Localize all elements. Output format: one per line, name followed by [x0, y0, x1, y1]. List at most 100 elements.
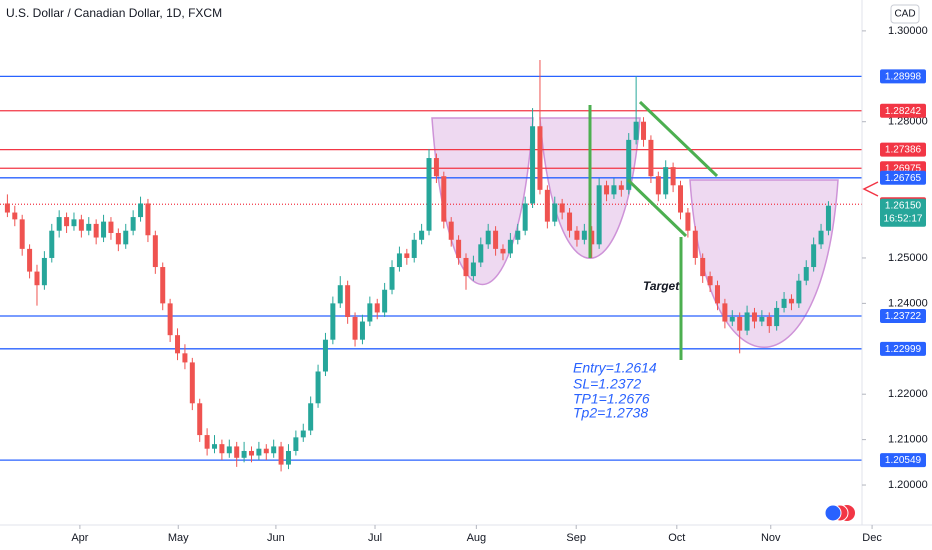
annotation: TP1=1.2676 [573, 391, 650, 407]
candle-body [596, 185, 602, 245]
annotation: Entry=1.2614 [573, 360, 657, 376]
candle-body [581, 230, 587, 240]
candle-body [145, 203, 151, 236]
level-label: 1.22999 [885, 344, 922, 355]
y-tick-label: 1.30000 [888, 25, 928, 37]
candle-body [108, 221, 114, 233]
candle-body [175, 335, 181, 354]
level-label: 1.23722 [885, 311, 922, 322]
candle-body [818, 230, 824, 245]
candle-body [796, 280, 802, 304]
candle-body [788, 298, 794, 304]
logo [824, 504, 855, 522]
candle-body [12, 212, 18, 220]
candle-body [300, 430, 306, 438]
candle-body [359, 321, 365, 340]
levels [0, 75, 862, 461]
candle-body [322, 339, 328, 372]
level-label-box [880, 453, 926, 468]
candle-body [544, 189, 550, 222]
candle-body [241, 450, 247, 458]
x-tick-label: Dec [862, 532, 882, 544]
candle-body [692, 230, 698, 258]
candle-body [626, 139, 632, 190]
candle-body [670, 167, 676, 186]
candle-body [803, 267, 809, 281]
level-label: 1.26975 [885, 163, 922, 174]
x-tick-label: Oct [668, 532, 685, 544]
candle-body [685, 212, 691, 231]
candle-body [456, 239, 462, 258]
y-tick-label: 1.28000 [888, 116, 928, 128]
x-tick-label: Jun [267, 532, 285, 544]
candle-body [93, 223, 99, 238]
price-label: 1.26150 [885, 200, 922, 211]
candle-body [781, 298, 787, 308]
countdown: 16:52:17 [884, 213, 923, 224]
level-label: 1.28242 [885, 106, 922, 117]
candle-body [515, 230, 521, 240]
candle-body [182, 353, 188, 363]
candle-body [700, 257, 706, 277]
level-label-box [880, 103, 926, 118]
level-label-box [880, 142, 926, 157]
level-label-box [880, 69, 926, 84]
candle-body [537, 126, 543, 190]
candle-body [707, 276, 713, 286]
candle-body [152, 235, 158, 268]
symbol-title: U.S. Dollar / Canadian Dollar, 1D, FXCM [6, 6, 222, 20]
candle-body [56, 217, 62, 231]
y-tick-label: 1.20000 [888, 479, 928, 491]
logo-circle [824, 504, 842, 522]
candle-body [441, 176, 447, 222]
level-label: 1.20549 [885, 455, 922, 466]
candle-body [352, 316, 358, 340]
candle-body [115, 232, 121, 245]
candle-body [212, 444, 218, 449]
candle-body [419, 230, 425, 240]
level-label-box [880, 170, 926, 185]
candle-body [522, 203, 528, 231]
candle-body [34, 271, 40, 286]
candle-body [330, 303, 336, 340]
level-label-box [880, 341, 926, 356]
candle-body [655, 176, 661, 195]
candle-body [611, 185, 617, 195]
candle-body [263, 448, 269, 454]
level-label: 1.26765 [885, 173, 922, 184]
candle-body [315, 371, 321, 404]
candle-body [271, 446, 277, 454]
candle-body [78, 219, 84, 231]
level-label: 1.27386 [885, 145, 922, 156]
candle-body [426, 158, 432, 231]
candle-body [552, 203, 558, 222]
x-tick-label: Nov [761, 532, 781, 544]
y-tick-label: 1.24000 [888, 297, 928, 309]
candle-body [41, 257, 47, 286]
candle-body [382, 289, 388, 313]
candle-body [751, 312, 757, 322]
candle-body [204, 435, 210, 449]
y-tick-label: 1.25000 [888, 252, 928, 264]
currency-button[interactable] [890, 4, 920, 24]
level-label-box [880, 308, 926, 323]
candle-body [641, 121, 647, 140]
candle-body [759, 316, 765, 322]
x-tick-label: Apr [71, 532, 88, 544]
arrow [862, 181, 879, 197]
candle-body [285, 450, 291, 465]
candle-body [463, 257, 469, 277]
candle-body [248, 450, 254, 456]
candle-body [167, 303, 173, 336]
candle-body [396, 253, 402, 268]
candle-body [367, 303, 373, 322]
annotation: SL=1.2372 [573, 376, 641, 392]
candle-body [293, 437, 299, 451]
candle-body [470, 262, 476, 277]
candle-body [226, 446, 232, 454]
candle-body [722, 303, 728, 322]
candle-body [19, 219, 25, 249]
x-tick-label: Sep [566, 532, 586, 544]
header-bg [0, 4, 230, 24]
candle-body [404, 253, 410, 258]
